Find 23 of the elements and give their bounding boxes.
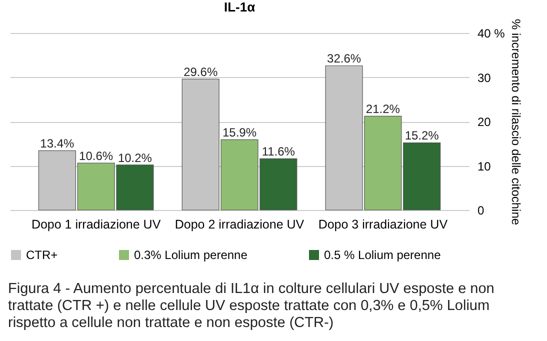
data-label: 32.6% [327, 52, 362, 66]
legend-label: CTR+ [26, 248, 58, 262]
chart-title: IL-1α [224, 0, 256, 14]
data-label: 11.6% [262, 144, 296, 159]
y-tick-label: 40 % [478, 26, 506, 40]
text: Figura 4 - Aumento percentuale di IL1α in colture cellulari UV esposte e non trattate (CTR +) e nelle cellule UV esposte trattate con 0,3% e 0,5% Lolium rispetto a cellule non trattate e non esposte (CTR-) [8, 281, 496, 332]
x-tick-label: Dopo 2 irradiazione UV [174, 218, 305, 232]
data-label: 29.6% [184, 65, 218, 80]
data-label: 13.4% [40, 136, 75, 151]
data-label: 21.2% [366, 102, 400, 116]
x-tick-label: Dopo 1 irradiazione UV [31, 218, 162, 232]
y-axis-title: % incremento di rilascio delle citochine [508, 18, 523, 226]
data-label: 10.6% [79, 149, 114, 164]
data-label: 15.2% [404, 128, 440, 143]
legend-label: 0.5 % Lolium perenne [324, 248, 442, 262]
y-tick-label: 30 [478, 70, 492, 85]
data-label: 15.9% [222, 126, 257, 140]
y-tick-label: 0 [478, 204, 484, 218]
y-tick-label: 10 [478, 159, 492, 174]
x-tick-label: Dopo 3 irradiazione UV [318, 218, 448, 232]
legend-label: 0.3% Lolium perenne [134, 248, 248, 262]
data-label: 10.2% [118, 150, 152, 165]
y-tick-label: 20 [478, 115, 492, 129]
